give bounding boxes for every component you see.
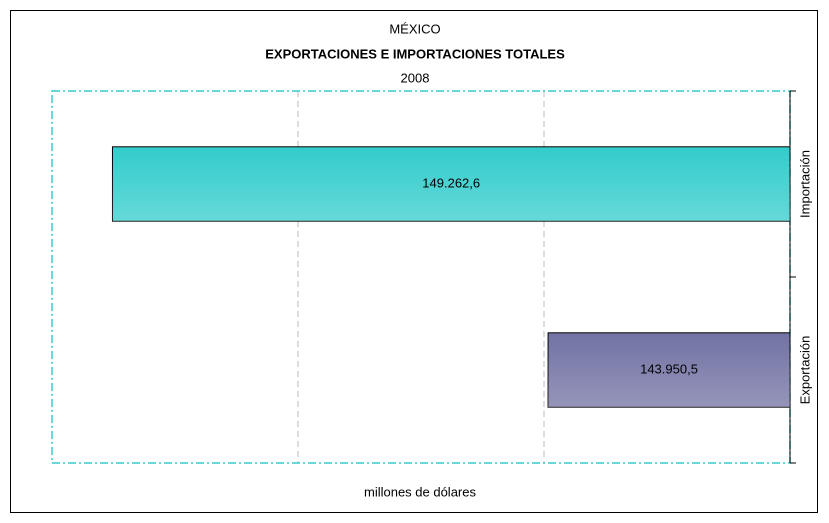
- chart-subtitle: EXPORTACIONES E IMPORTACIONES TOTALES: [265, 46, 565, 61]
- bar-shade: [112, 146, 790, 222]
- chart-title: MÉXICO: [389, 21, 440, 36]
- value-label: 149.262,6: [422, 175, 480, 190]
- y-tick-label: Importación: [797, 150, 812, 218]
- value-label: 143.950,5: [640, 361, 698, 376]
- y-tick-label: Exportación: [797, 336, 812, 405]
- frame: [10, 10, 818, 513]
- bar-shade: [548, 332, 790, 408]
- chart-year: 2008: [401, 70, 430, 85]
- x-axis-label: millones de dólares: [364, 484, 477, 499]
